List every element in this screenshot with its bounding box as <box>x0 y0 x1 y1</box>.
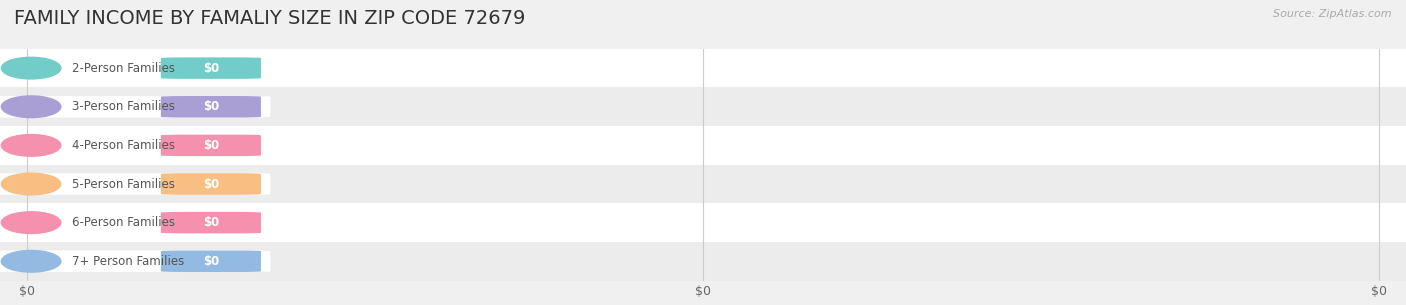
Text: $0: $0 <box>202 216 219 229</box>
FancyBboxPatch shape <box>160 212 262 233</box>
FancyBboxPatch shape <box>0 212 270 233</box>
Ellipse shape <box>1 57 60 79</box>
FancyBboxPatch shape <box>0 173 270 195</box>
FancyBboxPatch shape <box>160 173 262 195</box>
FancyBboxPatch shape <box>0 165 1406 203</box>
Text: $0: $0 <box>202 255 219 268</box>
FancyBboxPatch shape <box>160 135 262 156</box>
FancyBboxPatch shape <box>0 49 1406 88</box>
Text: 3-Person Families: 3-Person Families <box>72 100 174 113</box>
FancyBboxPatch shape <box>0 135 270 156</box>
Text: $0: $0 <box>202 139 219 152</box>
FancyBboxPatch shape <box>0 203 1406 242</box>
Ellipse shape <box>1 250 60 272</box>
FancyBboxPatch shape <box>0 250 270 272</box>
Text: 7+ Person Families: 7+ Person Families <box>72 255 184 268</box>
Text: 5-Person Families: 5-Person Families <box>72 178 174 191</box>
Text: $0: $0 <box>202 178 219 191</box>
Text: $0: $0 <box>202 62 219 75</box>
FancyBboxPatch shape <box>0 88 1406 126</box>
Text: 2-Person Families: 2-Person Families <box>72 62 174 75</box>
FancyBboxPatch shape <box>160 96 262 117</box>
FancyBboxPatch shape <box>0 96 270 117</box>
Text: 6-Person Families: 6-Person Families <box>72 216 174 229</box>
Text: FAMILY INCOME BY FAMALIY SIZE IN ZIP CODE 72679: FAMILY INCOME BY FAMALIY SIZE IN ZIP COD… <box>14 9 526 28</box>
Ellipse shape <box>1 96 60 117</box>
Text: Source: ZipAtlas.com: Source: ZipAtlas.com <box>1274 9 1392 19</box>
FancyBboxPatch shape <box>160 250 262 272</box>
FancyBboxPatch shape <box>160 57 262 79</box>
Text: 4-Person Families: 4-Person Families <box>72 139 174 152</box>
FancyBboxPatch shape <box>0 242 1406 281</box>
FancyBboxPatch shape <box>0 126 1406 165</box>
Ellipse shape <box>1 135 60 156</box>
FancyBboxPatch shape <box>0 57 270 79</box>
Ellipse shape <box>1 173 60 195</box>
Ellipse shape <box>1 212 60 233</box>
Text: $0: $0 <box>202 100 219 113</box>
